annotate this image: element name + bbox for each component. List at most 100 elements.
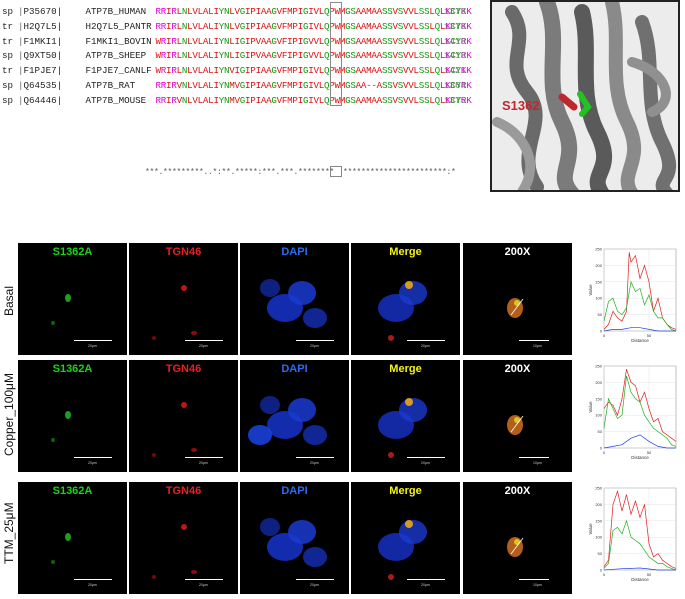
separator: | [18,94,24,106]
entry-name: ATP7B_SHEEP [85,50,147,62]
green-residue [577,91,592,117]
micrograph-panel: Merge 20μm [351,482,460,594]
sequence: RRIRLNLVLALIYNLVGIPIAAGVFMPIGIVLQPWMGSAA… [155,6,472,17]
scale-bar [185,579,223,580]
sequence: WRIRLNLVLALIYNVIGIPIAAGVFMPIGIVLQPWMGSAA… [155,65,472,77]
scale-bar-label: 10μm [533,583,542,587]
scale-bar-label: 10μm [533,461,542,465]
micrograph-panel: TGN46 20μm [129,243,238,355]
scale-bar-label: 20μm [199,583,208,587]
scale-bar [185,457,223,458]
scale-bar [74,340,112,341]
sequence: WRIRLNLVLALIYNLIGIPVAAGVFIPIGVVLQPWMGSAA… [155,50,472,62]
scale-bar [74,579,112,580]
y-tick-label: 100 [595,535,602,540]
plot-frame [603,487,677,571]
db-prefix: sp [2,94,14,106]
scale-bar [296,457,334,458]
y-tick-label: 50 [598,551,603,556]
scale-bar-label: 20μm [88,583,97,587]
residue-number: 1378 [444,6,467,17]
channel-label: TGN46 [165,363,202,375]
scale-bar-label: 20μm [310,583,319,587]
sequence: RRIRVNLVLALIYNMVGIPIAAGVFMPIGIVLQPWMGSAA… [155,80,472,91]
x-tick-label: 0 [603,572,606,577]
separator: | [18,35,24,47]
accession: P35670| [23,6,63,17]
y-tick-label: 100 [595,296,602,301]
alignment-row: sp |Q64446| ATP7B_MOUSE RRIRVNLVLALIYNMVGIP… [2,94,472,108]
db-prefix: sp [2,80,14,91]
series-line-blue [603,327,676,332]
accession: Q9XT50| [23,50,63,62]
separator: | [18,6,24,17]
micrograph-panel: 200X 10μm [463,360,572,472]
y-axis-label: Value [588,523,593,535]
y-tick-label: 50 [598,429,603,434]
micrograph-panel: TGN46 20μm [129,482,238,594]
intensity-profile-plot: 0 50 100 150 200 250 0 50 Distance Value [588,360,680,472]
highlight-box-consensus [330,166,342,177]
entry-name: F1MKI1_BOVIN [85,35,152,47]
y-tick-label: 250 [595,247,602,252]
y-tick-label: 150 [595,279,602,284]
residue-number: 1421 [444,65,467,77]
channel-label: TGN46 [165,485,202,497]
y-axis-label: Value [588,284,593,296]
residue-number: 1364 [444,80,467,91]
scale-bar-label: 20μm [421,461,430,465]
y-tick-label: 250 [595,486,602,491]
micrograph-panel: DAPI 20μm [240,360,349,472]
series-line-green [603,375,677,447]
alignment-row: sp |Q64535| ATP7B_RAT RRIRVNLVLALIYNMVGIPIA… [2,79,472,93]
structure-label: S1362 [502,98,540,113]
scale-bar [407,340,445,341]
channel-label: Merge [389,485,422,497]
scale-bar [185,340,223,341]
micrograph-panel: DAPI 20μm [240,482,349,594]
scale-bar [407,457,445,458]
micrograph-panel: Merge 20μm [351,243,460,355]
x-tick-label: 50 [647,333,652,338]
y-axis-label: Value [588,401,593,413]
residue-number: 1418 [444,35,467,47]
accession: F1MKI1| [23,35,63,47]
channel-label: S1362A [52,246,93,258]
y-tick-label: 0 [600,329,603,334]
scale-bar [407,579,445,580]
scale-bar-label: 20μm [421,583,430,587]
micrograph-panel: S1362A 20μm [18,482,127,594]
y-tick-label: 250 [595,364,602,369]
sequence: RRIRLNLVLALIYNLVGIPIAAGVFMPIGIVLQPWMGSAA… [155,20,472,32]
y-tick-label: 0 [600,446,603,451]
series-line-blue [603,567,676,571]
scale-bar-label: 20μm [199,461,208,465]
row-label: TTM_25μM [2,502,16,565]
y-tick-label: 0 [600,568,603,573]
x-tick-label: 50 [647,572,652,577]
micrograph-panel: 200X 10μm [463,243,572,355]
s1362-residue [558,93,578,111]
entry-name: ATP7B_MOUSE [85,94,147,106]
y-tick-label: 200 [595,263,602,268]
row-label: Copper_100μM [2,372,16,456]
scale-bar [74,457,112,458]
scale-bar-label: 20μm [88,461,97,465]
alignment-row: tr |F1MKI1| F1MKI1_BOVIN WRIRLNLVLALIYNLIGI… [2,35,472,49]
separator: | [18,20,24,32]
micrograph-panel: TGN46 20μm [129,360,238,472]
separator: | [18,80,24,91]
db-prefix: tr [2,65,14,77]
separator: | [18,50,24,62]
alignment-row: tr |F1PJE7| F1PJE7_CANLF WRIRLNLVLALIYNVIGI… [2,64,472,78]
scale-bar-label: 20μm [88,344,97,348]
y-tick-label: 150 [595,518,602,523]
db-prefix: sp [2,6,14,17]
alignment-row: sp |P35670| ATP7B_HUMAN RRIRLNLVLALIYNLVGIP… [2,5,472,19]
scale-bar-label: 20μm [199,344,208,348]
accession: H2Q7L5| [23,20,63,32]
channel-label: DAPI [281,485,308,497]
x-axis-label: Distance [631,455,649,460]
y-tick-label: 50 [598,312,603,317]
scale-bar-label: 10μm [533,344,542,348]
